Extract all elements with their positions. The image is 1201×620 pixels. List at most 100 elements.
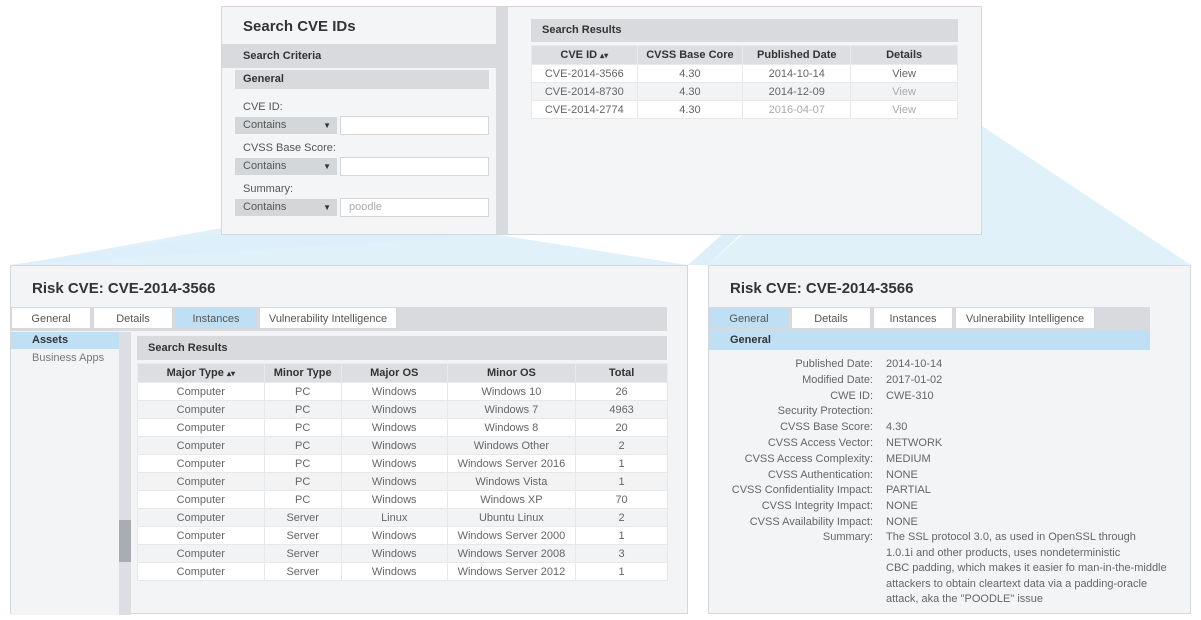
scrollbar-thumb[interactable]	[119, 520, 131, 562]
summary-line: attack, aka the "POODLE" issue	[886, 593, 1043, 605]
summary-line: 1.0.1i and other products, uses nondeter…	[886, 546, 1121, 559]
major-type-cell: Computer	[137, 436, 265, 455]
view-link[interactable]: View	[850, 64, 958, 83]
sidebar-item-assets[interactable]: Assets	[11, 332, 119, 349]
total-cell: 1	[575, 472, 668, 491]
major-os-cell: Windows	[340, 490, 448, 509]
tab-details[interactable]: Details	[93, 307, 173, 329]
score-cell: 4.30	[636, 100, 744, 119]
major-os-cell: Windows	[340, 382, 448, 401]
tab-instances[interactable]: Instances	[175, 307, 257, 329]
minor-os-cell: Windows Vista	[446, 472, 577, 491]
table-row[interactable]: CVE-2014-2774 4.30 2016-04-07 View	[531, 100, 958, 119]
table-row[interactable]: Computer PC Windows Windows 8 20	[137, 418, 668, 437]
major-type-cell: Computer	[137, 382, 265, 401]
table-row[interactable]: Computer PC Windows Windows Vista 1	[137, 472, 668, 491]
tab-vulnerability-intelligence[interactable]: Vulnerability Intelligence	[259, 307, 397, 329]
field-value: NONE	[886, 500, 918, 513]
instances-table: Major Type ▴▾ Minor Type Major OS Minor …	[137, 363, 668, 581]
field-value: PARTIAL	[886, 484, 931, 497]
table-row[interactable]: Computer PC Windows Windows Server 2016 1	[137, 454, 668, 473]
risk-title: Risk CVE: CVE-2014-3566	[32, 280, 216, 297]
results-table: CVE ID ▴▾ CVSS Base Core Published Date …	[531, 45, 958, 119]
major-type-cell: Computer	[137, 544, 265, 563]
table-row[interactable]: Computer Server Windows Windows Server 2000…	[137, 526, 668, 545]
tab-general[interactable]: General	[11, 307, 91, 329]
table-row[interactable]: CVE-2014-3566 4.30 2014-10-14 View	[531, 64, 958, 83]
major-os-cell: Windows	[340, 526, 448, 545]
tab-details[interactable]: Details	[791, 307, 871, 329]
field-value: 4.30	[886, 421, 908, 434]
summary-operator-select[interactable]: Contains ▼	[235, 199, 337, 216]
table-row[interactable]: CVE-2014-8730 4.30 2014-12-09 View	[531, 82, 958, 101]
tab-vulnerability-intelligence[interactable]: Vulnerability Intelligence	[955, 307, 1095, 329]
table-row[interactable]: Computer PC Windows Windows XP 70	[137, 490, 668, 509]
tab-general[interactable]: General	[709, 307, 789, 329]
col-details[interactable]: Details	[850, 45, 958, 65]
panel-divider	[496, 7, 508, 234]
results-header: Search Results	[137, 336, 667, 360]
major-os-cell: Windows	[340, 454, 448, 473]
date-cell: 2016-04-07	[742, 100, 852, 119]
results-header: Search Results	[531, 19, 958, 42]
minor-type-cell: PC	[263, 400, 342, 419]
col-published[interactable]: Published Date	[742, 45, 852, 65]
field-label: Modified Date:	[802, 373, 873, 386]
major-type-cell: Computer	[137, 454, 265, 473]
summary-input[interactable]: poodle	[340, 198, 489, 217]
field-label: CVSS Authentication:	[767, 468, 873, 481]
col-minor-os[interactable]: Minor OS	[446, 363, 577, 383]
table-row[interactable]: Computer Server Windows Windows Server 2012…	[137, 562, 668, 581]
date-cell: 2014-12-09	[742, 82, 852, 101]
view-link[interactable]: View	[850, 100, 958, 119]
col-cvss[interactable]: CVSS Base Core	[636, 45, 744, 65]
minor-type-cell: Server	[263, 526, 342, 545]
minor-type-cell: PC	[263, 454, 342, 473]
sort-icon[interactable]: ▴▾	[226, 369, 235, 378]
cve-id-cell: CVE-2014-3566	[531, 64, 638, 83]
table-row[interactable]: Computer PC Windows Windows Other 2	[137, 436, 668, 455]
table-row[interactable]: Computer PC Windows Windows 7 4963	[137, 400, 668, 419]
minor-os-cell: Windows Other	[446, 436, 577, 455]
cvss-operator-select[interactable]: Contains ▼	[235, 158, 337, 175]
search-criteria-header: Search Criteria	[222, 44, 496, 68]
minor-type-cell: PC	[263, 472, 342, 491]
field-value: CWE-310	[886, 389, 934, 402]
minor-type-cell: Server	[263, 508, 342, 527]
table-row[interactable]: Computer Server Linux Ubuntu Linux 2	[137, 508, 668, 527]
field-label: CVSS Access Complexity:	[744, 452, 873, 465]
field-label: CWE ID:	[830, 389, 873, 402]
col-minor-type[interactable]: Minor Type	[263, 363, 342, 383]
minor-os-cell: Windows Server 2012	[446, 562, 577, 581]
major-type-cell: Computer	[137, 508, 265, 527]
summary-line: The SSL protocol 3.0, as used in OpenSSL…	[886, 531, 1136, 543]
col-total[interactable]: Total	[575, 363, 668, 383]
tab-instances[interactable]: Instances	[873, 307, 953, 329]
cve-id-label: CVE ID:	[243, 101, 283, 113]
sort-icon[interactable]: ▴▾	[600, 51, 609, 60]
risk-title: Risk CVE: CVE-2014-3566	[730, 280, 914, 297]
field-value: 2017-01-02	[886, 373, 943, 386]
field-label: Published Date:	[795, 358, 873, 370]
cve-id-input[interactable]	[340, 116, 489, 135]
col-major-type[interactable]: Major Type ▴▾	[137, 363, 265, 383]
field-value: NONE	[886, 468, 918, 481]
total-cell: 1	[575, 562, 668, 581]
minor-os-cell: Windows Server 2008	[446, 544, 577, 563]
major-os-cell: Windows	[340, 436, 448, 455]
cvss-score-label: CVSS Base Score:	[243, 142, 336, 154]
col-cve-id[interactable]: CVE ID ▴▾	[531, 45, 638, 65]
major-os-cell: Windows	[340, 544, 448, 563]
view-link[interactable]: View	[850, 82, 958, 101]
cvss-score-input[interactable]	[340, 157, 489, 176]
col-major-os[interactable]: Major OS	[340, 363, 448, 383]
cve-id-operator-select[interactable]: Contains ▼	[235, 117, 337, 134]
table-row[interactable]: Computer PC Windows Windows 10 26	[137, 382, 668, 401]
total-cell: 1	[575, 526, 668, 545]
major-os-cell: Windows	[340, 472, 448, 491]
scrollbar-track[interactable]	[119, 332, 131, 615]
sidebar-item-business-apps[interactable]: Business Apps	[32, 352, 105, 364]
chevron-down-icon: ▼	[323, 121, 331, 130]
total-cell: 4963	[575, 400, 668, 419]
table-row[interactable]: Computer Server Windows Windows Server 2008…	[137, 544, 668, 563]
